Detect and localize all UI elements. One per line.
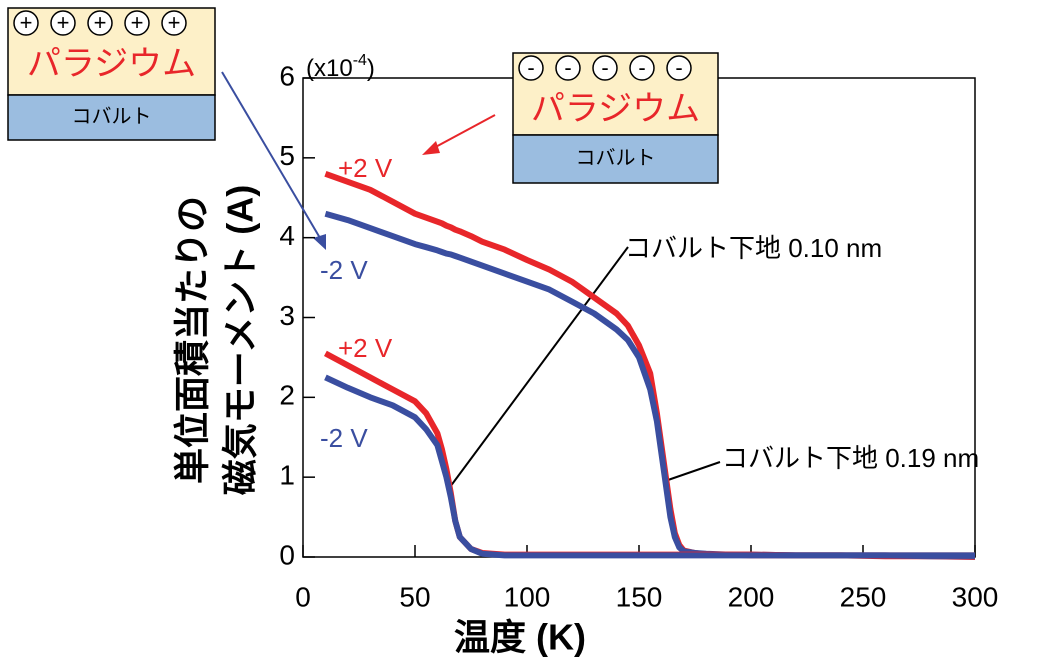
x-tick-label: 150 — [616, 581, 663, 612]
annotation: コバルト下地 0.19 nm — [722, 443, 979, 473]
arrow-head — [422, 141, 440, 155]
y-tick-label: 0 — [279, 539, 295, 570]
series-line — [324, 374, 975, 559]
x-tick-label: 300 — [952, 581, 999, 612]
charge-circle — [124, 10, 150, 36]
layer-label: コバルト — [72, 106, 152, 128]
charge-sign: - — [638, 55, 645, 80]
charge-sign: - — [564, 55, 571, 80]
arrow — [221, 71, 321, 239]
series-line — [324, 170, 976, 560]
layer-bottom — [7, 94, 216, 141]
charge-circle — [666, 55, 692, 81]
charge-circle — [592, 55, 618, 81]
series-label: -2 V — [320, 255, 368, 285]
layer-label: パラジウム — [531, 90, 700, 128]
series-line — [324, 210, 975, 560]
charge-circle — [518, 55, 544, 81]
annotation: コバルト下地 0.10 nm — [625, 233, 882, 263]
x-tick-label: 200 — [728, 581, 775, 612]
charge-circle — [50, 10, 76, 36]
charge-sign: - — [675, 55, 682, 80]
charge-sign: + — [131, 10, 144, 35]
charge-circle — [13, 10, 39, 36]
y-tick-label: 6 — [279, 60, 295, 91]
charge-circle — [629, 55, 655, 81]
y-axis-label-line: 磁気モーメント (A) — [220, 185, 261, 496]
y-axis-label-line: 単位面積当たりの — [172, 196, 213, 484]
y-tick-label: 1 — [279, 460, 295, 491]
series-label: +2 V — [338, 153, 393, 183]
layer-label: コバルト — [576, 147, 656, 169]
y-tick-label: 3 — [279, 300, 295, 331]
charge-sign: - — [601, 55, 608, 80]
leader-line — [449, 246, 629, 488]
x-tick-label: 0 — [295, 581, 311, 612]
leader-line — [667, 461, 721, 481]
charge-circle — [555, 55, 581, 81]
x-tick-label: 50 — [399, 581, 430, 612]
arrow-head — [313, 234, 326, 250]
charge-sign: - — [527, 55, 534, 80]
series-label: +2 V — [338, 333, 393, 363]
y-tick-label: 4 — [279, 220, 295, 251]
charge-sign: + — [20, 10, 33, 35]
charge-sign: + — [168, 10, 181, 35]
x-axis-label: 温度 (K) — [454, 617, 586, 658]
layer-label: パラジウム — [27, 45, 196, 83]
arrow — [429, 114, 496, 151]
y-tick-label: 5 — [279, 140, 295, 171]
layer-bottom — [512, 134, 719, 184]
charge-sign: + — [57, 10, 70, 35]
y-tick-label: 2 — [279, 380, 295, 411]
x-tick-label: 250 — [840, 581, 887, 612]
charge-circle — [87, 10, 113, 36]
x-tick-label: 100 — [504, 581, 551, 612]
series-label: -2 V — [320, 423, 368, 453]
charge-circle — [161, 10, 187, 36]
charge-sign: + — [94, 10, 107, 35]
multiplier-close: ) — [367, 55, 375, 82]
y-axis-label: 単位面積当たりの 磁気モーメント (A) — [172, 185, 261, 496]
multiplier-exponent: -4 — [353, 52, 367, 69]
